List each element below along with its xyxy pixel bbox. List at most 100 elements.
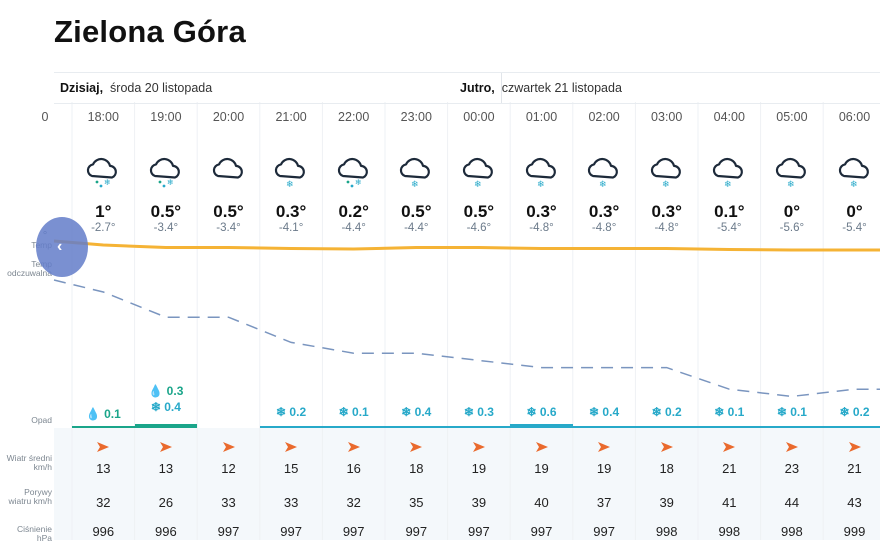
svg-text:❄: ❄: [104, 178, 111, 187]
cloud-snow-icon: ❄: [271, 156, 311, 190]
snow-amount: ❄ 0.2: [636, 405, 698, 419]
temp-value: 0.3°: [511, 202, 573, 222]
snow-amount: ❄ 0.4: [135, 400, 197, 414]
feel-value: -3.4°: [198, 222, 260, 234]
pressure-value: 997: [323, 524, 385, 539]
snow-amount: ❄ 0.2: [260, 405, 322, 419]
cloud-rain-snow-icon: ❄: [334, 156, 374, 190]
feel-value: -4.4°: [385, 222, 447, 234]
wind-gust: 41: [698, 495, 760, 510]
cloud-snow-icon: ❄: [522, 156, 562, 190]
pressure-value: 997: [511, 524, 573, 539]
temp-value: 0.5°: [385, 202, 447, 222]
svg-text:❄: ❄: [286, 180, 294, 190]
wind-gust: 37: [573, 495, 635, 510]
feel-value: -4.8°: [636, 222, 698, 234]
snow-amount: ❄ 0.1: [323, 405, 385, 419]
wind-gust: 40: [511, 495, 573, 510]
wind-arrow-icon: [761, 440, 823, 458]
prev-button[interactable]: ‹: [36, 217, 88, 277]
wind-gust: 39: [636, 495, 698, 510]
hour-label: 00:00: [448, 110, 510, 124]
svg-text:❄: ❄: [724, 180, 732, 190]
wind-gust: 26: [135, 495, 197, 510]
wind-arrow-icon: [198, 440, 260, 458]
cloud-snow-icon: ❄: [396, 156, 436, 190]
wind-gust: 33: [260, 495, 322, 510]
wind-speed: 15: [260, 461, 322, 476]
precip-bar: [510, 424, 573, 428]
day-name: Dzisiaj,: [60, 81, 103, 95]
pressure-value: 996: [135, 524, 197, 539]
day-tomorrow: Jutro, czwartek 21 listopada: [460, 81, 622, 95]
feel-value: -3.4°: [135, 222, 197, 234]
svg-text:❄: ❄: [167, 178, 174, 187]
temp-value: 1°: [72, 202, 134, 222]
svg-text:❄: ❄: [537, 180, 545, 190]
wind-arrow-icon: [448, 440, 510, 458]
precip-bar: [448, 426, 511, 428]
precip-bar: [72, 426, 135, 428]
wind-speed: 13: [72, 461, 134, 476]
day-header: Dzisiaj, środa 20 listopada Jutro, czwar…: [54, 72, 880, 104]
snow-amount: ❄ 0.4: [573, 405, 635, 419]
day-date: czwartek 21 listopada: [502, 81, 622, 95]
feel-value: -4.8°: [573, 222, 635, 234]
chevron-left-icon: ‹: [57, 238, 62, 256]
day-today: Dzisiaj, środa 20 listopada: [60, 81, 212, 95]
precip-bar: [823, 426, 880, 428]
wind-arrow-icon: [260, 440, 322, 458]
wind-speed: 21: [698, 461, 760, 476]
row-label-gust: Porywy wiatru km/h: [0, 488, 52, 506]
pressure-value: 997: [260, 524, 322, 539]
cloud-snow-icon: ❄: [647, 156, 687, 190]
feel-value: -4.6°: [448, 222, 510, 234]
hour-label: 01:00: [511, 110, 573, 124]
wind-speed: 16: [323, 461, 385, 476]
cloud-snow-icon: ❄: [459, 156, 499, 190]
wind-arrow-icon: [573, 440, 635, 458]
temp-value: 0.3°: [573, 202, 635, 222]
precip-bar: [385, 426, 448, 428]
wind-speed: 19: [448, 461, 510, 476]
day-name: Jutro,: [460, 81, 495, 95]
svg-text:❄: ❄: [599, 180, 607, 190]
hour-label: 18:00: [72, 110, 134, 124]
snow-amount: ❄ 0.4: [385, 405, 447, 419]
svg-text:❄: ❄: [411, 180, 419, 190]
day-date: środa 20 listopada: [110, 81, 212, 95]
forecast-table: Dzisiaj, środa 20 listopada Jutro, czwar…: [0, 72, 880, 540]
pressure-value: 997: [448, 524, 510, 539]
rain-amount: 💧 0.3: [135, 384, 197, 398]
temp-value: 0.5°: [198, 202, 260, 222]
temp-value: 0.1°: [698, 202, 760, 222]
row-label-pressure: Ciśnienie hPa: [0, 525, 52, 543]
svg-text:❄: ❄: [474, 180, 482, 190]
rain-amount: 💧 0.1: [72, 407, 134, 421]
temp-value: 0.3°: [260, 202, 322, 222]
pressure-value: 999: [824, 524, 880, 539]
wind-arrow-icon: [323, 440, 385, 458]
cloud-icon: [209, 156, 249, 190]
pressure-value: 996: [72, 524, 134, 539]
wind-speed: 12: [198, 461, 260, 476]
wind-gust: 32: [323, 495, 385, 510]
wind-speed: 13: [135, 461, 197, 476]
precip-bar: [698, 426, 761, 428]
temp-value: 0.2°: [323, 202, 385, 222]
svg-text:❄: ❄: [662, 180, 670, 190]
feel-value: -5.4°: [824, 222, 880, 234]
svg-text:❄: ❄: [787, 180, 795, 190]
wind-gust: 35: [385, 495, 447, 510]
feel-line: [54, 280, 880, 396]
page-title: Zielona Góra: [54, 14, 246, 50]
cloud-snow-icon: ❄: [584, 156, 624, 190]
wind-speed: 18: [636, 461, 698, 476]
temp-line: [54, 241, 880, 250]
hour-label: 19:00: [135, 110, 197, 124]
hour-label: 02:00: [573, 110, 635, 124]
wind-arrow-icon: [385, 440, 447, 458]
hour-label: 20:00: [198, 110, 260, 124]
precip-bar: [573, 426, 636, 428]
wind-arrow-icon: [135, 440, 197, 458]
